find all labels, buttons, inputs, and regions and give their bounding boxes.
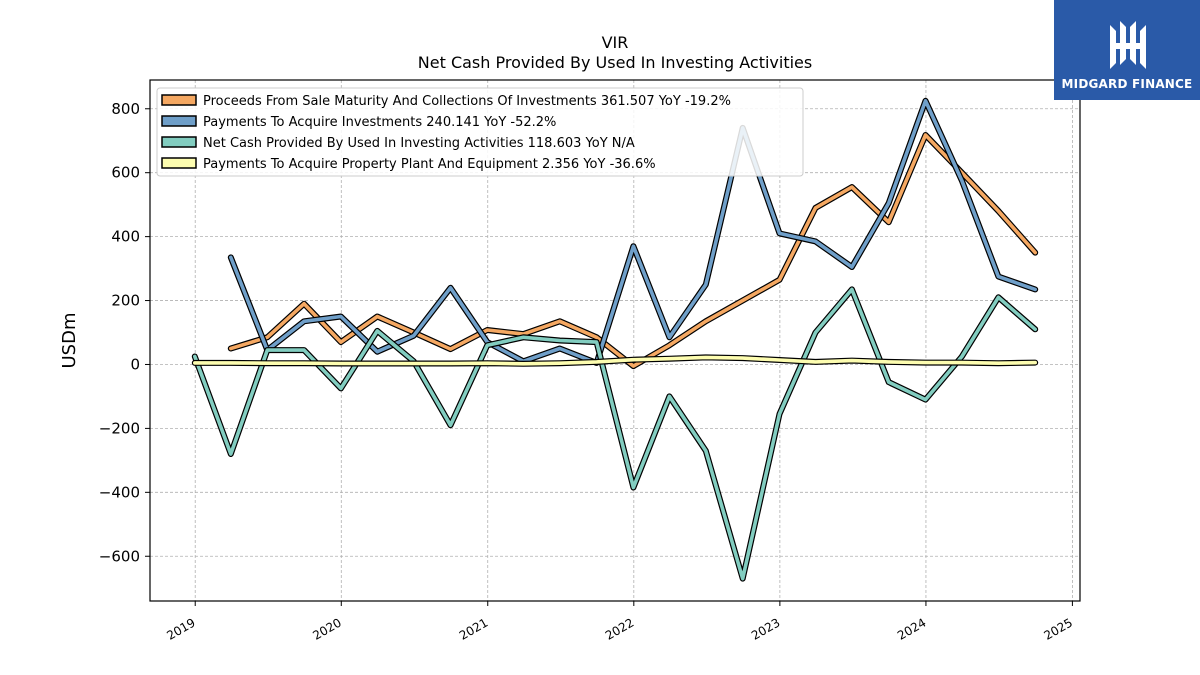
y-tick-label: 200 xyxy=(111,292,140,310)
series-layer xyxy=(191,97,1039,582)
logo-text: MIDGARD FINANCE xyxy=(1061,77,1193,91)
legend-label-1: Payments To Acquire Investments 240.141 … xyxy=(203,115,556,130)
y-tick-label: 400 xyxy=(111,228,140,246)
legend-label-2: Net Cash Provided By Used In Investing A… xyxy=(203,136,635,151)
series-line-3 xyxy=(193,355,1037,366)
series-line-1 xyxy=(229,99,1037,365)
x-tick-label: 2020 xyxy=(310,615,343,642)
y-tick-label: 600 xyxy=(111,164,140,182)
legend-label-0: Proceeds From Sale Maturity And Collecti… xyxy=(203,94,731,109)
legend-swatch-3 xyxy=(161,157,197,169)
midgard-finance-logo: MIDGARD FINANCE xyxy=(1054,0,1200,100)
legend: Proceeds From Sale Maturity And Collecti… xyxy=(156,87,804,177)
axes-ticks: 800 600 400 200 0 −200 −400 −600 2019 2020 2021 202… xyxy=(99,100,1075,643)
y-tick-label: −200 xyxy=(99,419,140,437)
logo-mark-icon xyxy=(1110,21,1146,69)
legend-swatch-0 xyxy=(161,94,197,106)
plot-frame xyxy=(149,79,1081,602)
y-tick-label: 800 xyxy=(111,100,140,118)
x-tick-label: 2023 xyxy=(749,615,782,642)
chart-title: VIR xyxy=(602,33,629,52)
y-axis-label: USDm xyxy=(59,313,80,369)
series-line-0 xyxy=(229,133,1037,368)
series-outline-2 xyxy=(191,286,1039,582)
y-tick-label: −600 xyxy=(99,547,140,565)
x-tick-label: 2022 xyxy=(603,615,636,642)
y-tick-label: −400 xyxy=(99,483,140,501)
x-tick-label: 2025 xyxy=(1042,615,1075,642)
legend-box xyxy=(156,87,804,177)
chart-subtitle: Net Cash Provided By Used In Investing A… xyxy=(418,53,812,72)
x-tick-label: 2021 xyxy=(457,615,490,642)
series-line-2 xyxy=(193,287,1037,581)
x-tick-label: 2024 xyxy=(895,615,928,642)
legend-label-3: Payments To Acquire Property Plant And E… xyxy=(203,157,656,172)
x-tick-label: 2019 xyxy=(164,615,197,642)
y-tick-label: 0 xyxy=(130,355,140,373)
legend-swatch-2 xyxy=(161,136,197,148)
legend-swatch-1 xyxy=(161,115,197,127)
